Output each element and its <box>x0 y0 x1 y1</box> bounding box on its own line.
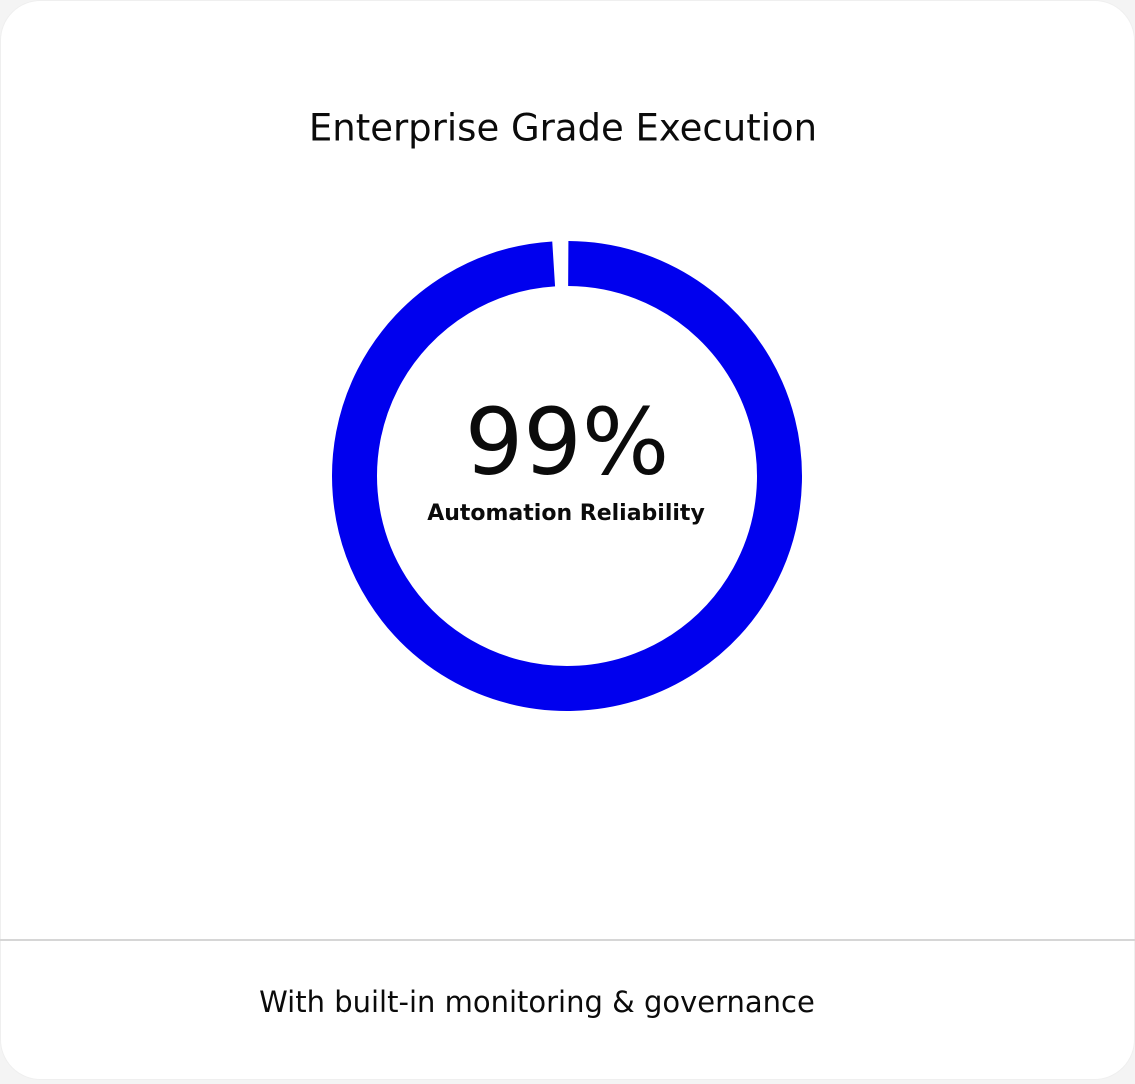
gauge-label: Automation Reliability <box>427 501 705 526</box>
card-footer: With built-in monitoring & governance <box>259 985 815 1019</box>
gauge: 99% Automation Reliability <box>332 241 802 711</box>
gauge-arc <box>332 241 802 711</box>
gauge-value: 99% <box>465 388 669 495</box>
card-title: Enterprise Grade Execution <box>309 107 817 150</box>
